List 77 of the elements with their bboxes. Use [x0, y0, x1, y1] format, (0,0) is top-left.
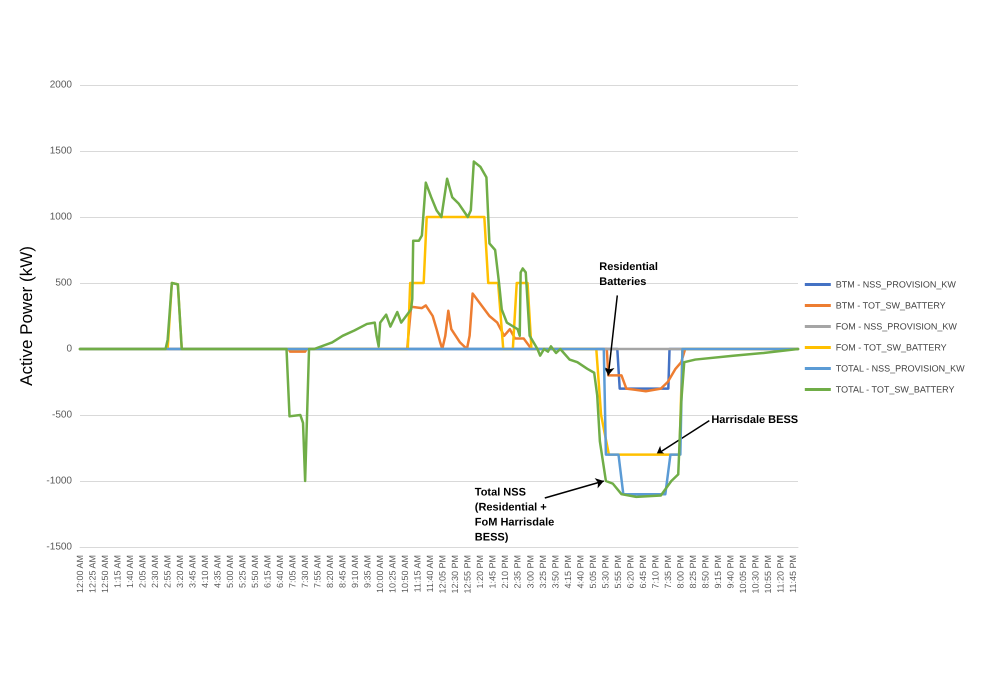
x-tick-label: 5:00 AM — [225, 555, 236, 588]
x-tick-label: 2:35 PM — [512, 555, 523, 589]
x-tick-label: 2:55 AM — [162, 555, 173, 588]
x-tick-label: 5:25 AM — [238, 555, 248, 588]
x-tick-label: 11:45 PM — [788, 555, 798, 593]
y-tick-label: -500 — [52, 410, 72, 420]
y-tick-label: -1000 — [46, 476, 72, 486]
x-tick-label: 5:50 AM — [250, 555, 260, 588]
x-tick-label: 2:05 AM — [138, 555, 148, 588]
x-tick-label: 5:55 PM — [612, 555, 623, 589]
x-tick-label: 5:30 PM — [600, 555, 610, 589]
x-tick-label: 1:45 PM — [488, 555, 498, 589]
legend-label: BTM - TOT_SW_BATTERY — [836, 300, 946, 310]
x-tick-label: 3:45 AM — [188, 555, 198, 588]
legend-label: FOM - TOT_SW_BATTERY — [836, 342, 947, 352]
x-tick-label: 4:15 PM — [562, 555, 573, 589]
x-tick-label: 8:50 PM — [700, 555, 710, 589]
x-tick-label: 10:00 AM — [375, 555, 386, 594]
x-tick-label: 4:35 AM — [212, 555, 223, 588]
x-tick-label: 5:05 PM — [588, 555, 598, 589]
x-tick-label: 12:00 AM — [75, 555, 85, 594]
x-tick-label: 11:40 AM — [425, 555, 436, 592]
y-tick-label: 500 — [55, 278, 72, 288]
x-tick-label: 2:10 PM — [500, 555, 510, 589]
x-tick-label: 7:55 AM — [312, 555, 323, 588]
x-tick-label: 12:30 PM — [450, 555, 460, 594]
x-tick-label: 8:20 AM — [325, 555, 336, 588]
legend-label: BTM - NSS_PROVISION_KW — [836, 280, 956, 290]
x-tick-label: 9:10 AM — [350, 555, 360, 588]
x-tick-label: 3:00 PM — [525, 555, 536, 589]
x-tick-label: 7:05 AM — [288, 555, 298, 588]
y-tick-label: 2000 — [50, 80, 72, 90]
annotation: Total NSS (Residential + FoM Harrisdale BESS) — [474, 486, 558, 544]
annotation: Residential Batteries — [599, 260, 662, 288]
legend-label: FOM - NSS_PROVISION_KW — [836, 322, 958, 332]
x-tick-label: 6:20 PM — [625, 555, 636, 589]
x-tick-label: 7:10 PM — [650, 555, 660, 589]
x-tick-label: 12:55 PM — [462, 555, 473, 594]
x-tick-label: 4:10 AM — [200, 555, 210, 588]
x-tick-label: 9:15 PM — [712, 555, 723, 589]
x-tick-label: 6:45 PM — [638, 555, 648, 589]
y-axis-title: Active Power (kW) — [17, 246, 36, 386]
x-tick-label: 10:05 PM — [738, 555, 748, 594]
x-tick-label: 1:40 AM — [125, 555, 136, 588]
x-tick-label: 12:50 AM — [100, 555, 110, 594]
x-tick-label: 10:30 PM — [750, 555, 760, 594]
x-tick-label: 7:30 AM — [300, 555, 310, 588]
y-tick-label: 0 — [66, 344, 72, 354]
x-tick-label: 3:25 PM — [538, 555, 548, 589]
line-series — [78, 160, 800, 498]
x-tick-label: 9:35 AM — [362, 555, 373, 588]
x-tick-label: 8:45 AM — [338, 555, 348, 588]
x-tick-label: 2:30 AM — [150, 555, 160, 588]
x-tick-label: 10:55 PM — [762, 555, 773, 594]
legend-label: TOTAL - NSS_PROVISION_KW — [836, 364, 966, 374]
y-tick-label: 1000 — [50, 212, 72, 222]
x-tick-label: 1:20 PM — [475, 555, 486, 589]
x-tick-label: 12:05 PM — [438, 555, 448, 594]
x-tick-label: 3:20 AM — [175, 555, 186, 588]
x-tick-label: 11:15 AM — [412, 555, 423, 592]
x-tick-label: 3:50 PM — [550, 555, 560, 589]
y-tick-label: -1500 — [46, 542, 72, 552]
x-tick-label: 8:00 PM — [675, 555, 686, 589]
x-tick-label: 6:40 AM — [275, 555, 286, 588]
y-tick-label: 1500 — [50, 146, 72, 156]
x-tick-label: 12:25 AM — [88, 555, 98, 594]
x-tick-label: 7:35 PM — [662, 555, 673, 589]
x-tick-label: 6:15 AM — [262, 555, 273, 588]
x-tick-label: 10:25 AM — [388, 555, 398, 594]
x-tick-label: 10:50 AM — [400, 555, 410, 594]
x-tick-label: 1:15 AM — [112, 555, 123, 588]
x-tick-label: 8:25 PM — [688, 555, 698, 589]
legend-label: TOTAL - TOT_SW_BATTERY — [836, 384, 955, 394]
x-tick-label: 9:40 PM — [725, 555, 736, 589]
annotation: Harrisdale BESS — [711, 414, 798, 426]
x-tick-label: 11:20 PM — [775, 555, 786, 593]
x-tick-label: 4:40 PM — [575, 555, 586, 589]
